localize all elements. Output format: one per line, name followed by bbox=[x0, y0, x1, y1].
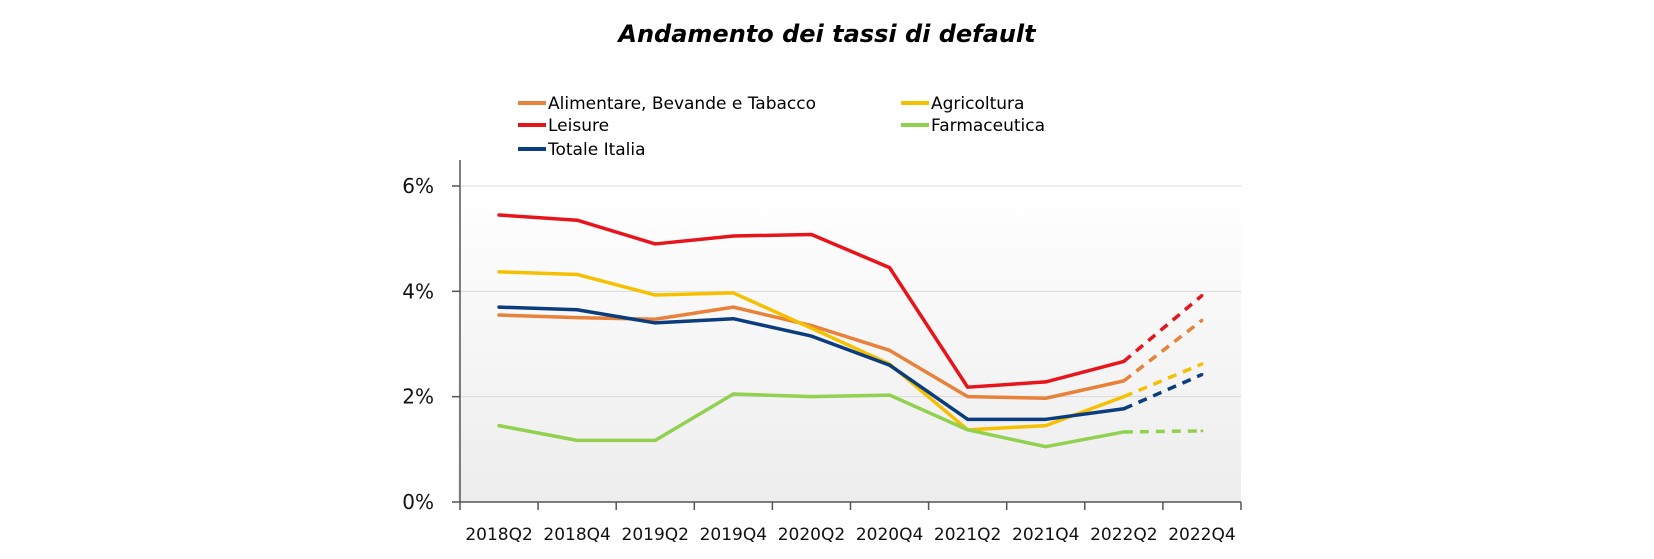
data-point bbox=[1122, 407, 1126, 411]
series-forecast-line bbox=[1123, 362, 1203, 399]
data-point bbox=[575, 438, 579, 442]
data-point bbox=[653, 321, 657, 325]
legend-label: Farmaceutica bbox=[931, 116, 1045, 136]
data-point bbox=[1122, 359, 1126, 363]
series-forecast-line bbox=[1123, 372, 1203, 411]
data-point bbox=[1200, 362, 1204, 366]
y-tick-label: 4% bbox=[402, 279, 434, 303]
x-tick-label: 2022Q2 bbox=[1090, 525, 1157, 545]
data-point bbox=[888, 348, 892, 352]
data-point bbox=[1044, 417, 1048, 421]
data-point bbox=[653, 293, 657, 297]
series-forecast-line bbox=[1122, 318, 1204, 383]
data-point bbox=[731, 291, 735, 295]
data-point bbox=[575, 218, 579, 222]
data-point bbox=[888, 266, 892, 270]
data-point bbox=[1044, 396, 1048, 400]
data-point bbox=[653, 317, 657, 321]
x-tick-label: 2019Q4 bbox=[700, 525, 767, 545]
data-point bbox=[966, 417, 970, 421]
x-tick-label: 2022Q4 bbox=[1168, 525, 1235, 545]
data-point bbox=[653, 242, 657, 246]
legend-label: Totale Italia bbox=[547, 140, 646, 160]
data-point bbox=[1200, 318, 1204, 322]
data-point bbox=[1044, 445, 1048, 449]
data-point bbox=[1044, 380, 1048, 384]
x-tick-label: 2020Q2 bbox=[778, 525, 845, 545]
data-point bbox=[888, 363, 892, 367]
axes: 0% 2% 4% 6% 2018Q2 2018Q4 2019Q2 2019Q4 2020Q2 20… bbox=[402, 160, 1242, 545]
data-point bbox=[809, 334, 813, 338]
data-point bbox=[497, 424, 501, 428]
series-forecast-line bbox=[1123, 429, 1202, 434]
x-tick-label: 2018Q4 bbox=[543, 525, 610, 545]
data-point bbox=[1044, 424, 1048, 428]
data-point bbox=[575, 272, 579, 276]
data-point bbox=[497, 270, 501, 274]
y-tick-label: 0% bbox=[402, 490, 434, 514]
y-tick-label: 2% bbox=[402, 385, 434, 409]
data-point bbox=[809, 395, 813, 399]
chart-title: Andamento dei tassi di default bbox=[616, 20, 1037, 48]
x-tick-label: 2021Q2 bbox=[934, 525, 1001, 545]
data-point bbox=[497, 313, 501, 317]
x-tick-label: 2019Q2 bbox=[622, 525, 689, 545]
x-tick-label: 2021Q4 bbox=[1012, 525, 1079, 545]
data-point bbox=[1200, 294, 1204, 298]
data-point bbox=[731, 392, 735, 396]
data-point bbox=[1122, 379, 1126, 383]
x-tick-label: 2018Q2 bbox=[465, 525, 532, 545]
data-point bbox=[966, 428, 970, 432]
data-point bbox=[731, 317, 735, 321]
legend: Alimentare, Bevande e Tabacco Agricoltura… bbox=[518, 94, 1045, 160]
data-point bbox=[575, 316, 579, 320]
data-point bbox=[888, 393, 892, 397]
data-point bbox=[1200, 429, 1204, 433]
data-point bbox=[809, 326, 813, 330]
data-point bbox=[497, 305, 501, 309]
data-point bbox=[966, 395, 970, 399]
data-point bbox=[1122, 395, 1126, 399]
legend-label: Leisure bbox=[548, 116, 609, 136]
series-forecast-line bbox=[1122, 294, 1204, 363]
legend-label: Alimentare, Bevande e Tabacco bbox=[548, 94, 816, 114]
data-point bbox=[575, 308, 579, 312]
series-lines bbox=[497, 213, 1204, 449]
data-point bbox=[731, 234, 735, 238]
data-point bbox=[497, 213, 501, 217]
data-point bbox=[809, 232, 813, 236]
legend-label: Agricoltura bbox=[931, 94, 1024, 114]
data-point bbox=[653, 438, 657, 442]
data-point bbox=[966, 385, 970, 389]
data-point bbox=[731, 305, 735, 309]
data-point bbox=[1200, 373, 1204, 377]
y-tick-label: 6% bbox=[402, 174, 434, 198]
x-tick-label: 2020Q4 bbox=[856, 525, 923, 545]
data-point bbox=[1122, 430, 1126, 434]
